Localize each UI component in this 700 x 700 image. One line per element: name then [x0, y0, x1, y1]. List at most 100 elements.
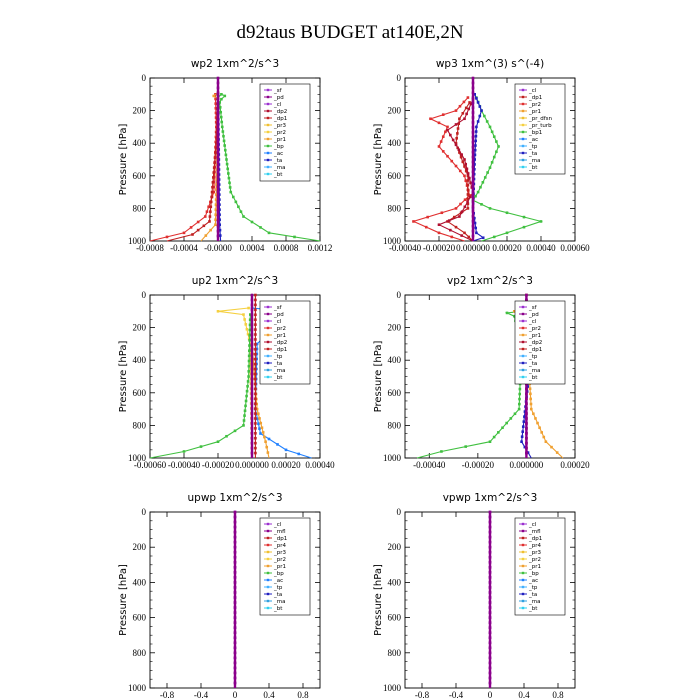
legend-label: _ac [528, 137, 538, 143]
legend-marker [521, 88, 525, 92]
series-marker [471, 131, 475, 134]
legend-marker [266, 557, 270, 561]
x-tick-label: -0.00040 [413, 460, 446, 470]
legend-marker [521, 564, 525, 568]
series-marker [233, 525, 237, 529]
series-marker [257, 422, 260, 426]
legend-label: _pr4 [273, 543, 287, 549]
series-marker [544, 440, 548, 443]
legend-marker [266, 592, 270, 596]
series-marker [525, 397, 528, 401]
legend-label: _pr1 [273, 333, 286, 339]
y-tick-label: 200 [133, 542, 147, 552]
series-marker [426, 215, 429, 219]
series-marker [213, 156, 217, 160]
series-marker [233, 535, 237, 539]
series-marker [196, 228, 200, 232]
series-marker [488, 525, 492, 529]
series-marker [488, 510, 492, 514]
series-marker [525, 436, 528, 440]
series-marker [466, 183, 470, 187]
series-marker [247, 306, 250, 310]
y-tick-label: 200 [133, 323, 147, 333]
legend-label: _pd [273, 95, 284, 101]
series-marker [250, 328, 254, 331]
series-marker [233, 631, 237, 634]
series-marker [471, 180, 475, 184]
legend-label: _tp [273, 354, 283, 360]
legend-marker [521, 585, 525, 589]
legend: _cl_mfl_dp1_pr4_pr3_pr2_pr1_bp_ac_tp_ta_… [514, 517, 566, 616]
series-marker [464, 162, 468, 166]
legend-marker [266, 151, 270, 155]
series-marker [254, 298, 257, 302]
series-marker [529, 407, 533, 411]
series-marker [471, 185, 475, 188]
series-marker [471, 86, 475, 90]
series-marker [266, 451, 270, 454]
legend-label: _tp [273, 585, 283, 591]
legend-marker [266, 354, 270, 358]
legend-label: _bp1 [528, 130, 542, 136]
series-marker [233, 646, 237, 650]
series-marker [454, 123, 458, 126]
series-marker [471, 170, 475, 174]
legend-marker [521, 123, 525, 127]
series-marker [218, 198, 221, 201]
series-marker [492, 435, 496, 439]
legend-marker [521, 144, 525, 148]
legend-label: _ma [528, 599, 540, 605]
series-marker [250, 298, 254, 302]
legend-marker [266, 361, 270, 365]
series-marker [204, 234, 208, 237]
legend-marker [521, 354, 525, 358]
series-marker [488, 540, 492, 544]
series-marker [212, 171, 216, 174]
series-marker [216, 185, 220, 188]
series-marker [466, 179, 470, 182]
series-marker [250, 382, 254, 386]
x-tick-label: 0 [233, 690, 238, 700]
x-tick-label: -0.0000 [204, 243, 232, 253]
series-marker [216, 145, 220, 149]
series-marker [220, 97, 223, 101]
legend-label: _ta [528, 361, 537, 367]
series-marker [471, 190, 475, 193]
legend-marker [266, 347, 270, 351]
series-marker [216, 224, 220, 228]
series-marker [522, 215, 526, 219]
series-marker [258, 417, 261, 420]
legend-marker [266, 116, 270, 120]
legend-marker [266, 340, 270, 344]
legend-label: _dp1 [273, 116, 287, 122]
series-marker [216, 205, 220, 208]
series-marker [441, 135, 445, 138]
series-marker [250, 402, 254, 405]
series-marker [250, 318, 254, 321]
legend-marker [266, 137, 270, 141]
legend-label: _pr2 [273, 326, 286, 332]
series-marker [254, 432, 257, 435]
series-marker [255, 357, 259, 361]
x-tick-label: -0.00040 [389, 243, 422, 253]
y-tick-label: 1000 [383, 683, 402, 693]
series-marker [243, 409, 247, 413]
legend-label: _pr3 [273, 123, 287, 129]
series-marker [456, 127, 460, 130]
series-marker [227, 176, 231, 180]
series-marker [213, 161, 216, 165]
series-marker [483, 114, 486, 118]
series-marker [199, 445, 203, 448]
series-marker [218, 223, 221, 226]
series-marker [441, 150, 445, 153]
series-marker [523, 410, 527, 413]
series-marker [233, 530, 237, 534]
series-marker [254, 392, 257, 396]
series-marker [202, 224, 206, 228]
series-marker [480, 109, 483, 112]
series-marker [473, 167, 476, 171]
series-marker [457, 122, 461, 125]
series-marker [242, 313, 245, 316]
series-marker [471, 210, 475, 213]
series-marker [228, 181, 231, 185]
